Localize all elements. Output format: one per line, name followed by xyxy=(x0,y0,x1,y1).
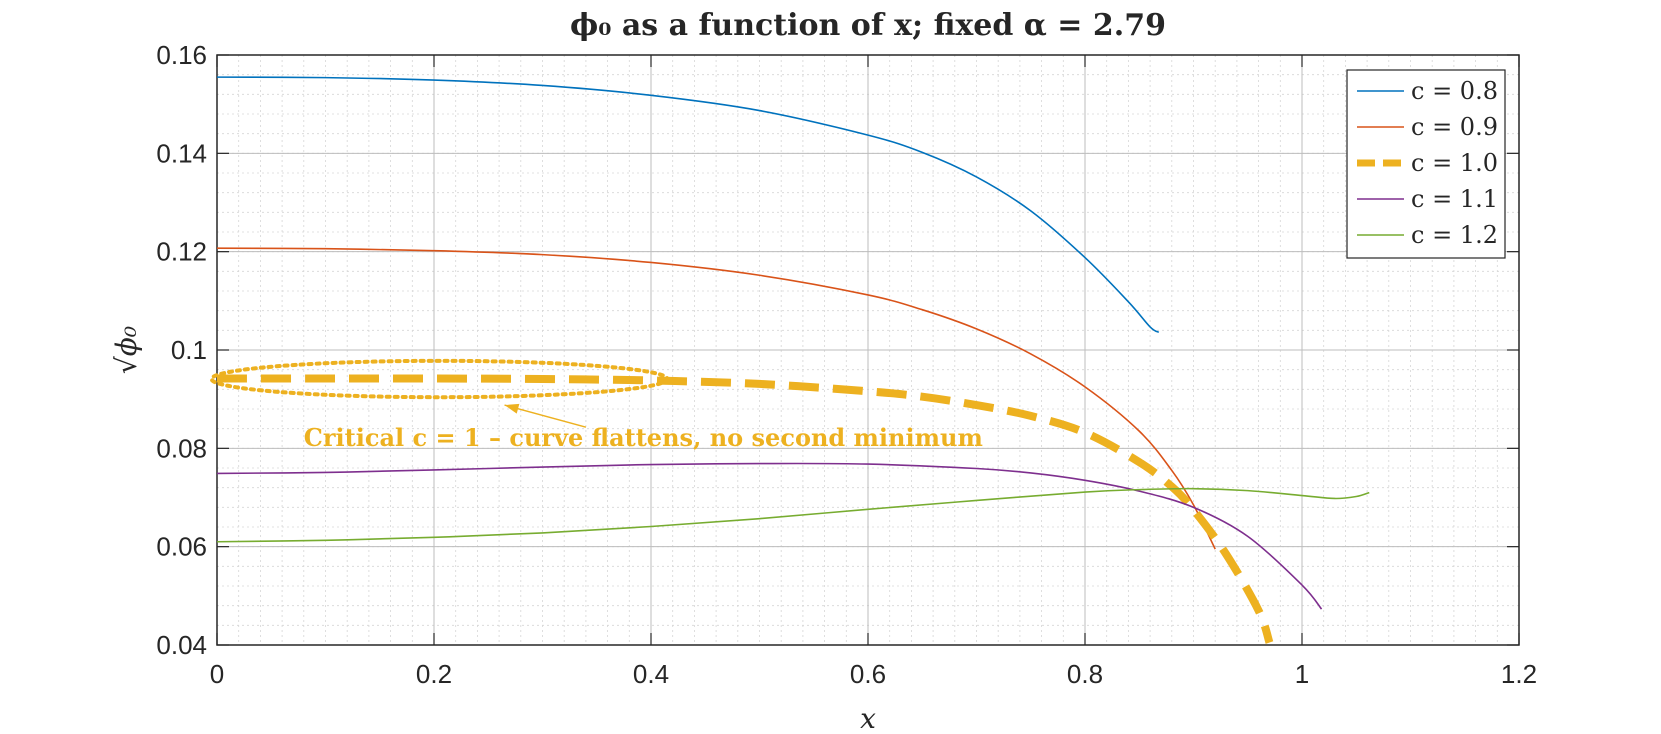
legend-label-2: c = 1.0 xyxy=(1411,149,1498,177)
y-tick-label: 0.1 xyxy=(171,335,207,365)
y-tick-label: 0.14 xyxy=(156,138,207,168)
y-tick-label: 0.04 xyxy=(156,630,207,660)
series-line-4 xyxy=(217,487,1370,543)
x-tick-label: 0.4 xyxy=(633,659,669,689)
axis-ticks: 0 0.2 0.4 0.6 0.8 1 1.2 0.04 0.06 0.08 0.1 0.12 0.14… xyxy=(156,40,1537,689)
legend-label-1: c = 0.9 xyxy=(1411,113,1498,141)
annotation-arrow-head xyxy=(504,403,520,414)
annotation-ellipse xyxy=(209,358,670,400)
x-tick-label: 1.2 xyxy=(1501,659,1537,689)
y-tick-label: 0.08 xyxy=(156,433,207,463)
series-line-0 xyxy=(217,76,1160,334)
y-tick-label: 0.12 xyxy=(156,237,207,267)
x-tick-label: 0.6 xyxy=(850,659,886,689)
y-tick-label: 0.16 xyxy=(156,40,207,70)
legend-label-3: c = 1.1 xyxy=(1411,185,1498,213)
series-line-3 xyxy=(217,462,1323,610)
chart-title: ϕ₀ as a function of x; fixed α = 2.79 xyxy=(570,8,1166,43)
legend-label-4: c = 1.2 xyxy=(1411,221,1498,249)
x-tick-label: 0 xyxy=(210,659,224,689)
annotation-group: Critical c = 1 – curve flattens, no seco… xyxy=(209,358,983,452)
y-axis-label: √ϕ₀ xyxy=(110,326,143,374)
x-tick-label: 0.8 xyxy=(1067,659,1103,689)
x-axis-label: x xyxy=(860,702,876,734)
annotation-arrow-line xyxy=(504,404,587,428)
legend: c = 0.8 c = 0.9 c = 1.0 c = 1.1 c = 1.2 xyxy=(1346,69,1506,259)
legend-label-0: c = 0.8 xyxy=(1411,77,1498,105)
series-group xyxy=(217,76,1370,644)
y-tick-label: 0.06 xyxy=(156,532,207,562)
x-tick-label: 1 xyxy=(1295,659,1309,689)
series-line-1 xyxy=(217,247,1216,550)
series-line-2 xyxy=(217,374,1274,644)
x-tick-label: 0.2 xyxy=(416,659,452,689)
annotation-text: Critical c = 1 – curve flattens, no seco… xyxy=(304,423,983,452)
grid xyxy=(216,54,1520,646)
